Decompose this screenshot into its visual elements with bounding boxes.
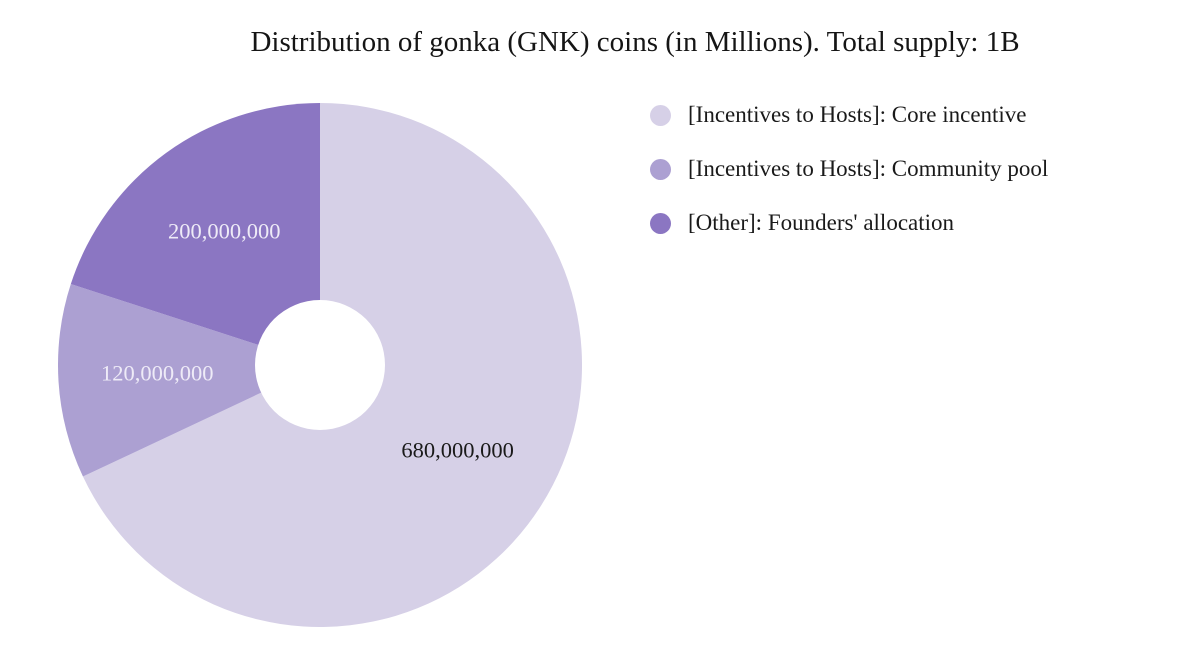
legend-label: [Incentives to Hosts]: Core incentive xyxy=(688,102,1027,127)
donut-chart: 680,000,000 120,000,000 200,000,000 xyxy=(58,103,582,627)
legend-item-community-pool: [Incentives to Hosts]: Community pool xyxy=(650,142,1048,196)
legend-swatch-icon xyxy=(650,104,671,126)
pie-slice-1 xyxy=(58,284,320,477)
legend-item-core-incentive: [Incentives to Hosts]: Core incentive xyxy=(650,88,1048,142)
slice-value-label-1: 120,000,000 xyxy=(101,360,214,385)
pie-slice-2 xyxy=(70,103,320,365)
legend: [Incentives to Hosts]: Core incentive [I… xyxy=(650,88,1048,250)
legend-label: [Incentives to Hosts]: Community pool xyxy=(688,156,1049,181)
chart-title: Distribution of gonka (GNK) coins (in Mi… xyxy=(250,26,1020,58)
slice-value-label-0: 680,000,000 xyxy=(401,437,514,462)
donut-hole xyxy=(255,300,385,430)
legend-item-founders-allocation: [Other]: Founders' allocation xyxy=(650,196,1048,250)
legend-swatch-icon xyxy=(650,158,671,180)
legend-swatch-icon xyxy=(650,212,671,234)
legend-label: [Other]: Founders' allocation xyxy=(688,210,955,235)
slice-value-label-2: 200,000,000 xyxy=(168,218,281,243)
